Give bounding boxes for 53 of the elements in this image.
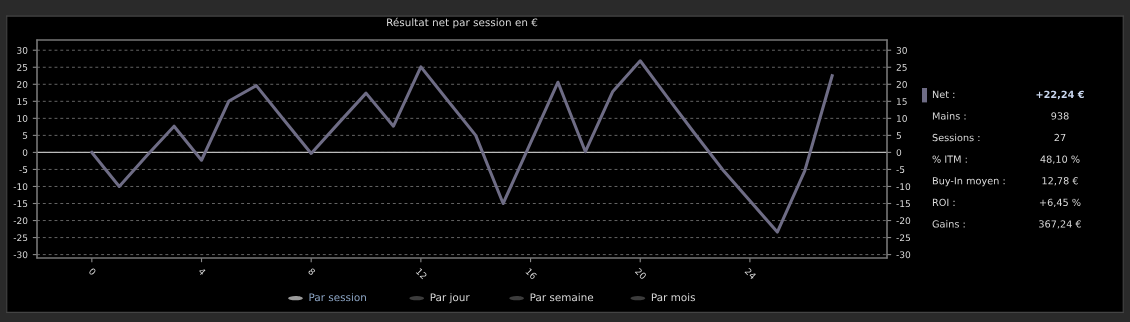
- y2-tick-label: -10: [896, 183, 911, 191]
- y-tick-label: -20: [13, 217, 28, 225]
- y-tick-label: -15: [13, 200, 28, 208]
- text: 27: [1054, 133, 1066, 142]
- text: Par mois: [651, 293, 695, 302]
- text: Par semaine: [530, 293, 594, 302]
- y2-tick-label: -20: [896, 217, 911, 225]
- text: Gains :: [932, 220, 965, 228]
- text: % ITM :: [932, 155, 967, 163]
- y-tick-label: 20: [17, 81, 28, 88]
- x-tick-label: 8: [307, 267, 316, 276]
- text: +22,24 €: [1036, 90, 1084, 100]
- y2-tick-label: 20: [896, 81, 907, 88]
- y-tick-label: 25: [17, 63, 28, 71]
- text: Par jour: [430, 293, 470, 304]
- text: Par session: [309, 293, 366, 302]
- x-tick-label: 16: [525, 267, 538, 280]
- x-tick-label: 20: [634, 267, 647, 280]
- y-tick-label: -5: [19, 166, 28, 173]
- y2-tick-label: 30: [896, 46, 907, 54]
- y2-tick-label: -5: [896, 166, 905, 173]
- text: 48,10 %: [1040, 155, 1080, 164]
- y2-tick-label: -15: [896, 200, 910, 208]
- y-tick-label: -10: [13, 183, 28, 191]
- text: Net :: [932, 90, 955, 99]
- chart-title: Résultat net par session en €: [387, 17, 538, 29]
- x-tick-label: 0: [88, 267, 97, 276]
- text: ROI :: [932, 198, 955, 207]
- y-tick-label: 30: [17, 46, 28, 54]
- text: Mains :: [932, 112, 966, 120]
- y-tick-label: -30: [13, 251, 28, 259]
- text: 12,78 €: [1042, 177, 1078, 186]
- text: 938: [1051, 112, 1069, 120]
- y2-tick-label: 15: [897, 98, 907, 105]
- y-tick-label: 15: [17, 98, 28, 105]
- text: +6,45 %: [1039, 198, 1081, 208]
- y2-tick-label: 10: [897, 115, 907, 122]
- y2-tick-label: 25: [896, 63, 907, 71]
- y2-tick-label: 0: [896, 149, 902, 156]
- line-series: [90, 59, 834, 234]
- x-tick-label: 24: [744, 267, 757, 280]
- y2-tick-label: 5: [896, 132, 901, 139]
- y-tick-label: 5: [22, 132, 28, 139]
- y-tick-label: -25: [13, 234, 28, 242]
- y2-tick-label: -30: [896, 251, 911, 259]
- y2-tick-label: -25: [896, 234, 910, 242]
- text: Sessions :: [932, 133, 980, 142]
- y-tick-label: 0: [22, 149, 28, 156]
- text: 367,24 €: [1039, 220, 1081, 229]
- text: Buy-In moyen :: [932, 177, 1005, 187]
- x-tick-label: 12: [415, 267, 428, 280]
- x-tick-label: 4: [198, 267, 207, 276]
- y-tick-label: 10: [17, 115, 28, 122]
